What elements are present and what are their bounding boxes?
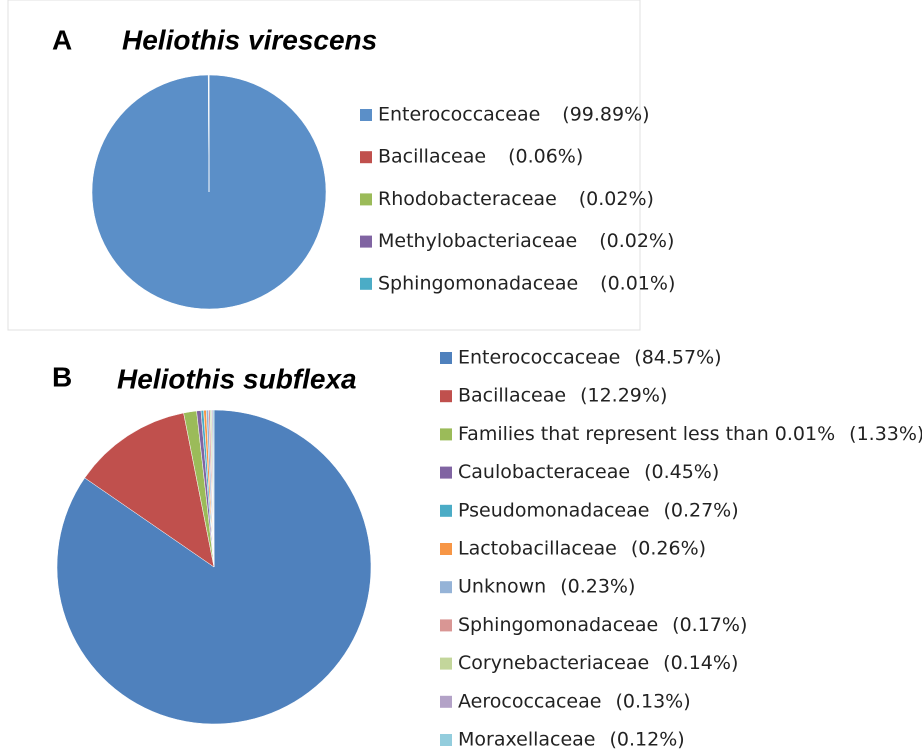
legend-value: (99.89%)	[562, 104, 649, 126]
legend-value: (1.33%)	[849, 423, 922, 445]
pie-slice	[84, 412, 215, 568]
chart-title: Heliothis subflexa	[117, 363, 357, 394]
panel-frame	[7, 0, 641, 331]
legend-swatch	[440, 428, 452, 441]
chart-title: Heliothis virescens	[122, 24, 377, 55]
legend-value: (0.02%)	[579, 188, 654, 210]
legend-swatch	[360, 277, 372, 290]
legend-swatch	[440, 466, 452, 479]
legend-swatch	[360, 193, 372, 206]
legend-label: Bacillaceae	[458, 385, 566, 407]
legend-label: Lactobacillaceae	[458, 538, 617, 560]
legend-value: (0.01%)	[600, 272, 675, 294]
legend-label: Caulobacteraceae	[458, 461, 630, 483]
legend-label: Pseudomonadaceae	[458, 499, 649, 521]
legend-value: (12.29%)	[580, 385, 667, 407]
legend-label: Rhodobacteraceae	[378, 188, 557, 210]
legend-label: Bacillaceae	[378, 146, 486, 168]
legend-swatch	[440, 390, 452, 403]
legend-value: (84.57%)	[634, 347, 721, 369]
legend-label: Enterococcaceae	[458, 347, 620, 369]
legend-swatch	[440, 619, 452, 632]
panel-label: A	[52, 24, 72, 55]
legend-value: (0.14%)	[663, 652, 738, 674]
legend-value: (0.12%)	[610, 729, 685, 749]
pie-slice	[212, 409, 215, 568]
legend-swatch	[440, 581, 452, 594]
legend-swatch	[440, 657, 452, 670]
legend-label: Unknown	[458, 576, 546, 598]
legend-swatch	[440, 504, 452, 517]
panel-label: B	[52, 361, 72, 392]
legend-value: (0.06%)	[508, 146, 583, 168]
legend-swatch	[360, 109, 372, 121]
legend-swatch	[440, 352, 452, 364]
legend-label: Corynebacteriaceae	[458, 652, 649, 674]
legend-swatch	[440, 734, 452, 746]
legend-swatch	[440, 543, 452, 555]
legend-label: Families that represent less than 0.01%	[458, 423, 835, 445]
legend-label: Enterococcaceae	[378, 104, 540, 126]
legend-value: (0.02%)	[599, 230, 674, 252]
legend-value: (0.27%)	[663, 499, 738, 521]
legend-label: Sphingomonadaceae	[378, 272, 578, 294]
legend-label: Aerococcaceae	[458, 690, 601, 712]
legend-swatch	[360, 151, 372, 164]
legend-swatch	[440, 695, 452, 708]
legend-value: (0.13%)	[615, 690, 690, 712]
legend-value: (0.23%)	[560, 576, 635, 598]
legend-swatch	[360, 235, 372, 248]
legend-label: Methylobacteriaceae	[378, 230, 577, 252]
legend-label: Sphingomonadaceae	[458, 614, 658, 636]
legend-label: Moraxellaceae	[458, 729, 596, 749]
legend-value: (0.45%)	[644, 461, 719, 483]
legend-value: (0.26%)	[631, 538, 706, 560]
legend-value: (0.17%)	[672, 614, 747, 636]
